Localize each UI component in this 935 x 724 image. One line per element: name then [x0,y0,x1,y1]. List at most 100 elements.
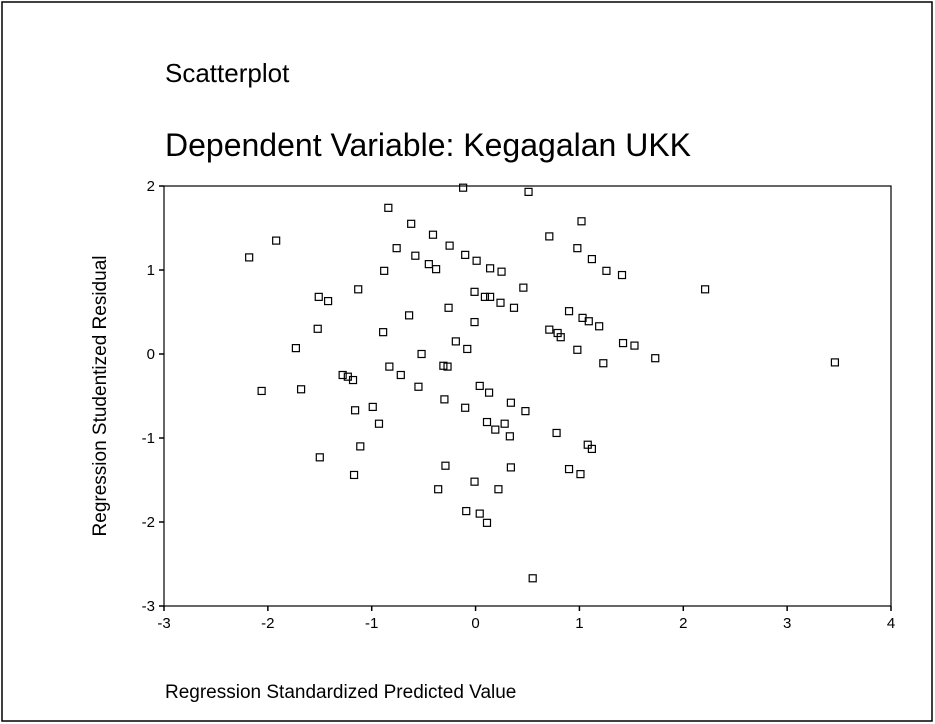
point [470,317,479,327]
y-axis-label: Regression Studentized Residual [90,256,111,537]
point [350,406,360,415]
x-tick-label: -3 [157,615,170,632]
point [475,509,484,518]
point [432,265,441,274]
plot-frame [163,185,892,607]
point [519,283,528,292]
x-tick-label: -1 [365,615,378,632]
point [245,253,254,262]
point [434,485,443,494]
point [470,477,479,486]
point [407,219,416,228]
point [528,574,537,583]
point [497,267,506,276]
point [475,381,484,391]
point [384,203,393,212]
point [577,217,586,226]
point [587,254,596,264]
x-tick-label: 3 [783,615,791,632]
point [545,232,554,241]
point [506,398,515,407]
point [573,244,582,253]
point [617,270,627,280]
point [602,266,611,275]
point [272,236,281,245]
point [461,250,470,259]
y-tick-label: -3 [142,598,155,615]
point [374,419,384,428]
point [651,354,660,363]
point [323,296,333,306]
point [486,292,495,301]
point [428,230,438,239]
point [491,425,500,434]
x-tick-label: 1 [575,615,583,632]
point [584,317,593,326]
point [356,442,365,451]
point [494,485,503,494]
point [564,464,574,474]
x-tick-label: 0 [471,615,479,632]
point [440,395,449,404]
point [463,344,472,354]
point [424,260,433,269]
point [405,311,414,320]
point [480,292,490,301]
point [545,325,554,334]
point [587,444,596,454]
point [441,461,450,470]
point [564,307,574,316]
point [338,370,347,380]
point [379,328,388,337]
point [459,183,468,192]
point [444,303,453,312]
point [314,292,323,301]
point [472,256,481,265]
point [618,338,628,348]
point [595,322,604,331]
point [368,402,377,412]
point [257,386,266,396]
point [439,361,448,370]
point [630,341,639,350]
y-tick-label: 1 [147,262,155,279]
point [470,287,479,296]
point [556,333,565,342]
point [496,298,505,307]
point [482,518,492,527]
point [354,285,363,294]
y-tick-label: -2 [142,514,155,531]
point [486,264,495,273]
x-tick-label: -2 [261,615,274,632]
point [417,349,426,359]
point [392,244,401,253]
point [506,463,515,472]
point [313,324,322,333]
point [461,403,470,412]
point [315,453,324,462]
point [524,187,533,196]
point [599,359,608,368]
point [521,407,530,416]
point [296,385,306,394]
point [380,266,389,275]
point [385,362,394,371]
point [396,370,405,380]
point [349,470,359,480]
point [576,470,585,479]
x-tick-label: 4 [887,615,895,632]
point [411,251,420,260]
point [500,419,509,428]
point [443,362,452,371]
point [509,303,519,312]
point [414,382,423,391]
point [462,506,471,516]
point [573,345,582,354]
point [445,241,454,250]
point [505,432,514,441]
point [583,440,592,449]
point [451,337,460,346]
point [348,375,358,385]
